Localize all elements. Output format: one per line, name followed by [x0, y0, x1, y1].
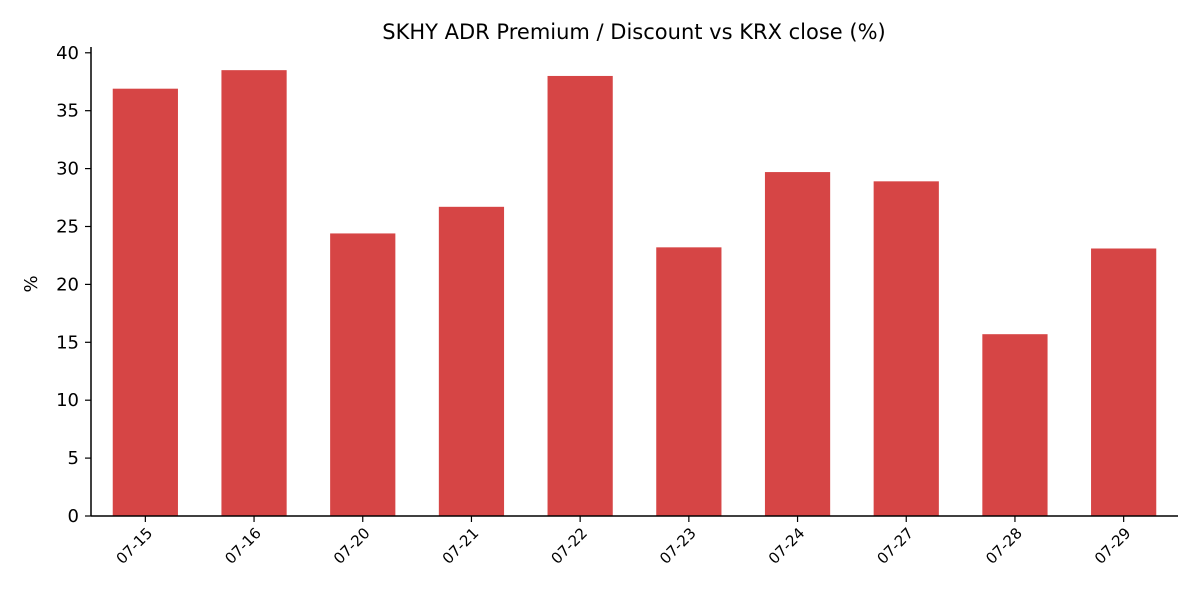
x-tick-label: 07-22	[547, 524, 591, 568]
y-tick-label: 35	[56, 101, 79, 122]
x-tick-label: 07-28	[982, 524, 1026, 568]
y-axis: 0 5 10 15 20 25 30 35 40	[56, 43, 92, 527]
bar-07-22	[547, 75, 613, 516]
bar-07-24	[764, 172, 831, 516]
y-tick-label: 5	[68, 448, 79, 469]
bar-07-21	[438, 206, 505, 516]
y-tick-label: 15	[56, 332, 79, 353]
x-tick-label: 07-15	[113, 524, 157, 568]
bars	[112, 70, 1157, 516]
bar-07-15	[112, 88, 178, 516]
bar-07-16	[221, 70, 287, 516]
bar-07-28	[982, 334, 1048, 516]
y-tick-label: 25	[56, 216, 79, 237]
y-tick-label: 40	[56, 43, 79, 64]
x-tick-label: 07-20	[330, 524, 374, 568]
x-tick-label: 07-16	[221, 524, 265, 568]
bar-07-29	[1091, 248, 1157, 516]
y-tick-label: 0	[68, 506, 79, 527]
bar-07-23	[656, 247, 722, 516]
y-tick-label: 20	[56, 274, 79, 295]
y-tick-label: 30	[56, 159, 79, 180]
y-tick-label: 10	[56, 390, 79, 411]
chart-title: SKHY ADR Premium / Discount vs KRX close…	[382, 20, 886, 44]
bar-07-20	[330, 233, 396, 516]
bar-07-27	[873, 181, 939, 516]
x-tick-label: 07-29	[1091, 524, 1135, 568]
x-tick-label: 07-24	[765, 524, 809, 568]
x-tick-label: 07-21	[439, 524, 483, 568]
x-tick-label: 07-27	[874, 524, 918, 568]
x-axis: 07-15 07-16 07-20 07-21 07-22 07-23 07-24 07-27…	[91, 515, 1178, 568]
x-tick-label: 07-23	[656, 524, 700, 568]
y-axis-label: %	[21, 275, 42, 292]
